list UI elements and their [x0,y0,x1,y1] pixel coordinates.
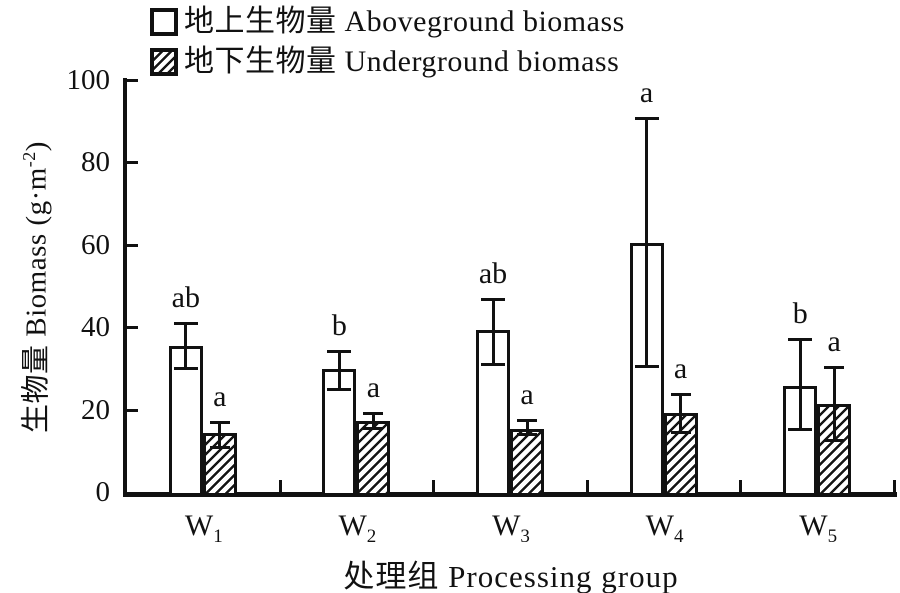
y-axis-title-main: 生物量 Biomass (g·m [20,167,53,433]
x-axis-tick [278,480,282,492]
error-bar-cap-top [209,420,230,424]
error-bar-line [371,412,375,429]
x-axis-tick [585,480,589,492]
significance-letter: a [213,379,227,413]
y-axis-title-superscript: -2 [19,151,39,168]
y-tick-label: 80 [81,146,110,179]
significance-letter: a [827,325,841,359]
error-bar-cap-top [173,322,198,326]
y-axis-title-end: ) [20,141,53,152]
legend-item-underground: 地下生物量 Underground biomass [150,42,625,82]
error-bar-cap-top [824,366,845,370]
error-bar-line [218,421,222,447]
y-axis-title: 生物量 Biomass (g·m-2) [11,77,53,497]
error-bar-cap-top [481,298,505,302]
error-bar-line [832,367,836,440]
error-bar-cap-bottom [209,445,230,449]
category-label: W3 [492,509,530,548]
category-label: W2 [338,509,377,548]
y-axis-line [123,78,127,497]
y-axis-tick [127,408,138,412]
significance-letter: b [331,308,347,342]
significance-letter: b [792,296,808,330]
legend-item-aboveground: 地上生物量 Aboveground biomass [150,2,625,42]
error-bar-cap-bottom [788,428,813,432]
error-bar-line [798,338,802,430]
y-tick-label: 40 [81,311,110,344]
open-square-icon [150,8,178,36]
y-tick-label: 100 [66,64,111,96]
category-label: W5 [799,509,838,548]
bar-underground [510,429,544,496]
error-bar-cap-top [634,116,659,120]
significance-letter: a [673,352,688,386]
category-label-subscript: 4 [674,526,684,547]
error-bar-line [645,117,649,367]
y-axis-tick [127,161,138,165]
bar-underground [356,420,391,496]
y-tick-label: 20 [81,393,110,426]
error-bar-cap-top [517,418,537,422]
error-bar-cap-bottom [173,367,198,371]
y-axis-tick [127,243,138,247]
error-bar-cap-top [327,349,352,353]
hatched-square-icon [150,48,178,76]
y-tick-label: 0 [95,476,111,508]
significance-letter: a [520,377,534,411]
error-bar-cap-top [670,393,691,397]
significance-letter: ab [171,281,200,315]
error-bar-line [337,350,341,389]
category-label-subscript: 5 [827,526,838,547]
category-label: W1 [184,509,223,548]
error-bar-cap-bottom [363,427,384,431]
significance-letter: a [366,370,381,404]
error-bar-cap-top [363,411,384,415]
category-label-subscript: 3 [520,526,530,547]
legend-label-underground: 地下生物量 Underground biomass [184,45,620,78]
significance-letter: a [639,75,654,109]
legend-label-aboveground: 地上生物量 Aboveground biomass [184,5,625,38]
bar-underground [202,433,237,496]
x-axis-tick [739,480,743,492]
legend: 地上生物量 Aboveground biomass 地下生物量 Undergro… [150,2,625,82]
significance-letter: ab [478,257,508,291]
error-bar-cap-bottom [481,363,505,367]
y-axis-tick [127,326,138,330]
error-bar-cap-bottom [824,438,845,442]
x-axis-title: 处理组 Processing group [343,559,679,593]
error-bar-line [525,419,529,435]
x-axis-tick [893,480,896,492]
y-axis-tick [127,79,138,82]
error-bar-cap-bottom [517,433,537,437]
x-axis-tick [432,480,436,492]
error-bar-cap-bottom [634,365,659,369]
category-label-subscript: 2 [366,526,377,547]
error-bar-cap-top [788,337,813,341]
error-bar-cap-bottom [670,431,691,435]
error-bar-line [679,394,683,433]
error-bar-line [184,323,188,369]
category-label-subscript: 1 [213,526,223,547]
category-label: W4 [645,509,684,548]
error-bar-line [491,299,495,365]
bar-aboveground [168,345,203,496]
y-tick-label: 60 [81,228,110,261]
error-bar-cap-bottom [327,388,352,391]
